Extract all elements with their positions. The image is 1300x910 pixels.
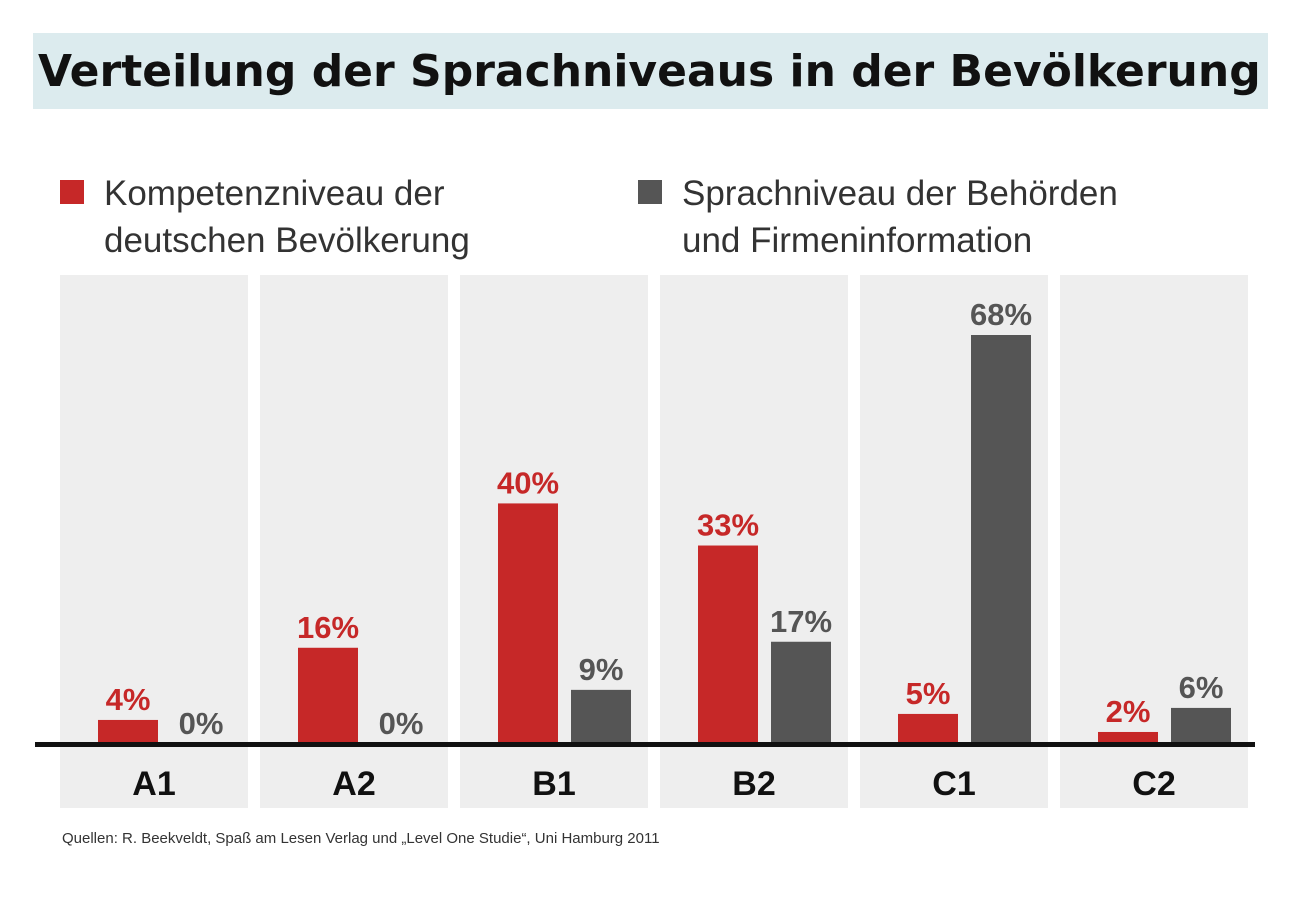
legend-line: deutschen Bevölkerung (104, 221, 470, 260)
legend-line: Kompetenzniveau der (104, 174, 445, 213)
data-label-a1-series-2: 0% (179, 706, 224, 741)
title-band (33, 33, 1268, 109)
x-axis-line (35, 742, 1255, 747)
data-label-c2-series-2: 6% (1179, 670, 1224, 705)
data-label-a1-series-1: 4% (106, 682, 151, 717)
data-label-c1-series-2: 68% (970, 297, 1032, 332)
legend-line: und Firmeninformation (682, 221, 1033, 260)
data-label-b2-series-2: 17% (770, 604, 832, 639)
bar-b2-series-1 (698, 545, 758, 744)
source-note: Quellen: R. Beekveldt, Spaß am Lesen Ver… (62, 830, 660, 847)
x-tick-label-b1: B1 (532, 765, 575, 803)
page-title: Verteilung der Sprachniveaus in der Bevö… (38, 46, 1261, 97)
bar-c1-series-1 (898, 713, 958, 744)
x-tick-label-b2: B2 (732, 765, 775, 803)
x-tick-label-c2: C2 (1132, 765, 1175, 803)
data-label-b1-series-1: 40% (497, 465, 559, 500)
legend-text-population: Kompetenzniveau der deutschen Bevölkerun… (104, 170, 470, 264)
x-tick-label-c1: C1 (932, 765, 975, 803)
category-panel-a1 (60, 275, 248, 808)
x-tick-label-a2: A2 (332, 765, 375, 803)
bar-b1-series-1 (498, 503, 558, 744)
bar-c2-series-2 (1171, 707, 1231, 744)
bar-a2-series-1 (298, 647, 358, 744)
legend-line: Sprachniveau der Behörden (682, 174, 1118, 213)
data-label-c2-series-1: 2% (1106, 694, 1151, 729)
data-label-c1-series-1: 5% (906, 676, 951, 711)
bar-c1-series-2 (971, 335, 1031, 744)
bar-c2-series-1 (1098, 731, 1158, 744)
legend-swatch-red (60, 180, 84, 204)
bar-b1-series-2 (571, 689, 631, 744)
x-tick-label-a1: A1 (132, 765, 175, 803)
data-label-b2-series-1: 33% (697, 508, 759, 543)
data-label-a2-series-1: 16% (297, 610, 359, 645)
legend-swatch-gray (638, 180, 662, 204)
data-label-b1-series-2: 9% (579, 652, 624, 687)
data-label-a2-series-2: 0% (379, 706, 424, 741)
legend-text-authorities: Sprachniveau der Behörden und Firmeninfo… (682, 170, 1118, 264)
bar-a1-series-1 (98, 719, 158, 744)
bar-b2-series-2 (771, 641, 831, 744)
